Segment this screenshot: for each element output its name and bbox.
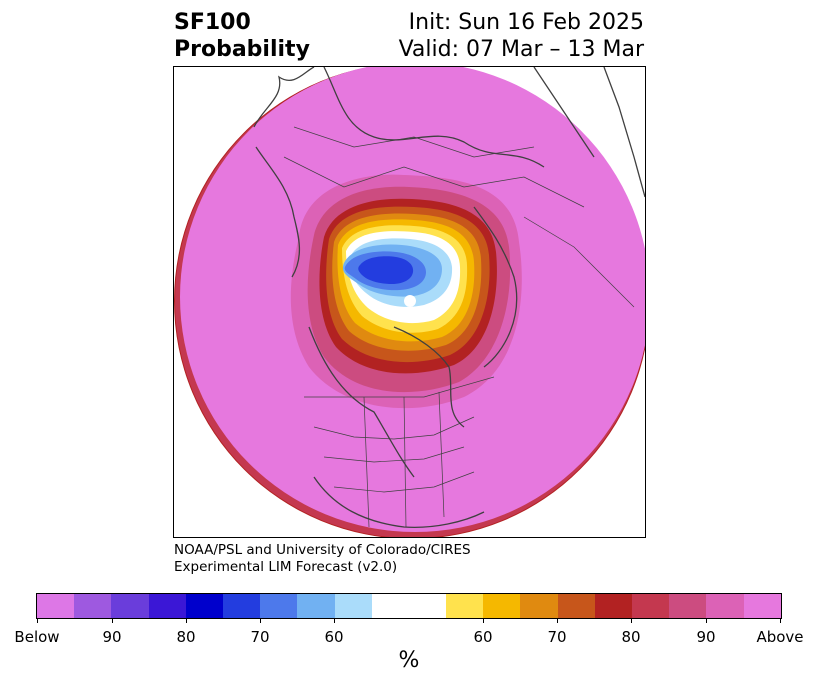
colorbar-tickmark	[557, 618, 558, 623]
colorbar-segment	[371, 594, 447, 618]
colorbar-units: %	[398, 648, 420, 673]
colorbar-tickmark	[37, 618, 38, 623]
colorbar-segment	[185, 594, 223, 618]
title-type: Probability	[174, 37, 310, 62]
map-svg	[174, 67, 645, 537]
credit-text: NOAA/PSL and University of Colorado/CIRE…	[174, 542, 471, 576]
border-eurasia-3	[523, 216, 635, 308]
border-states-2	[323, 446, 465, 463]
coast-canada-west	[308, 326, 415, 478]
colorbar-tick-label: Above	[756, 628, 804, 646]
border-states-1	[313, 416, 475, 440]
colorbar-segment	[669, 594, 707, 618]
anomaly-contours	[290, 174, 522, 409]
colorbar-tick-label: 70	[547, 628, 567, 646]
colorbar-segment	[520, 594, 558, 618]
coast-asia-east	[603, 67, 645, 198]
border-states-vertical	[363, 391, 445, 528]
credit-line2: Experimental LIM Forecast (v2.0)	[174, 559, 398, 575]
colorbar-tickmark	[706, 618, 707, 623]
init-date: Init: Sun 16 Feb 2025	[408, 10, 644, 35]
chart-title-right: Init: Sun 16 Feb 2025 Valid: 07 Mar – 13…	[399, 9, 644, 63]
colorbar-tickmark	[260, 618, 261, 623]
colorbar	[36, 593, 782, 619]
colorbar-tick-label: 70	[250, 628, 270, 646]
coast-us	[313, 476, 485, 528]
colorbar-segment	[297, 594, 335, 618]
chart-title-left: SF100 Probability	[174, 9, 310, 63]
colorbar-segment	[706, 594, 744, 618]
colorbar-tickmark	[112, 618, 113, 623]
colorbar-tickmark	[780, 618, 781, 623]
valid-range: Valid: 07 Mar – 13 Mar	[398, 37, 644, 62]
political-borders	[283, 126, 635, 528]
colorbar-tick-label: 60	[324, 628, 344, 646]
colorbar-tickmark	[334, 618, 335, 623]
colorbar-tick-label: 80	[176, 628, 196, 646]
colorbar-segment	[37, 594, 75, 618]
border-us-canada	[304, 376, 495, 398]
colorbar-segment	[148, 594, 186, 618]
colorbar-segment	[483, 594, 521, 618]
title-variable: SF100	[174, 10, 251, 35]
colorbar-segment	[743, 594, 781, 618]
coast-scandinavia	[255, 146, 301, 278]
coast-siberia-north	[323, 67, 545, 168]
contour-blue4	[358, 256, 414, 284]
colorbar-segment	[557, 594, 595, 618]
colorbar-tickmark	[186, 618, 187, 623]
colorbar-tickmark	[631, 618, 632, 623]
colorbar-tick-label: 90	[696, 628, 716, 646]
colorbar-segment	[111, 594, 149, 618]
colorbar-tick-label: 90	[102, 628, 122, 646]
contour-white-spot	[404, 295, 416, 307]
coastlines	[253, 67, 645, 528]
border-eurasia-2	[293, 126, 535, 158]
coast-hudson	[393, 326, 465, 428]
colorbar-segment	[446, 594, 484, 618]
border-states-3	[333, 471, 475, 493]
colorbar-segment	[334, 594, 372, 618]
colorbar-tick-label: 80	[621, 628, 641, 646]
colorbar-segment	[222, 594, 261, 618]
colorbar-tick-label: Below	[14, 628, 60, 646]
colorbar-segment	[260, 594, 298, 618]
credit-line1: NOAA/PSL and University of Colorado/CIRE…	[174, 542, 471, 558]
colorbar-tickmark	[483, 618, 484, 623]
border-eurasia-1	[283, 156, 585, 208]
coast-europe	[253, 67, 315, 128]
colorbar-segment	[632, 594, 670, 618]
colorbar-tick-label: 60	[473, 628, 493, 646]
coast-asia-inner	[533, 67, 595, 158]
polar-map	[173, 66, 646, 538]
coast-pacific	[473, 206, 518, 368]
colorbar-segment	[74, 594, 112, 618]
colorbar-segment	[594, 594, 633, 618]
